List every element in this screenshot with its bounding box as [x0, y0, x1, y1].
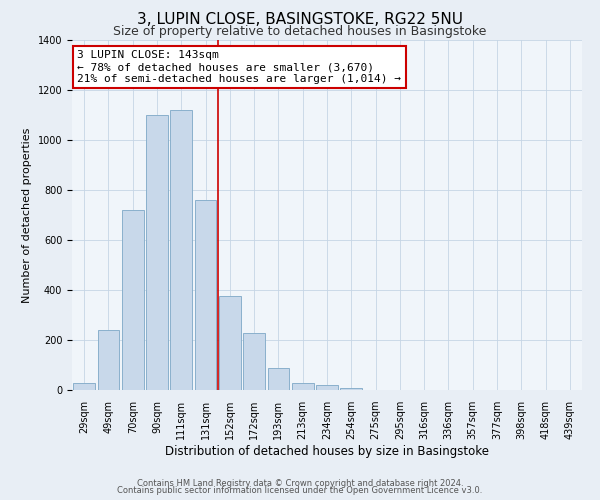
Text: 3 LUPIN CLOSE: 143sqm
← 78% of detached houses are smaller (3,670)
21% of semi-d: 3 LUPIN CLOSE: 143sqm ← 78% of detached … — [77, 50, 401, 84]
Y-axis label: Number of detached properties: Number of detached properties — [22, 128, 32, 302]
Text: Contains public sector information licensed under the Open Government Licence v3: Contains public sector information licen… — [118, 486, 482, 495]
Bar — [268, 368, 289, 390]
Bar — [243, 332, 265, 390]
Bar — [194, 200, 217, 390]
Bar — [73, 382, 95, 390]
Bar — [97, 330, 119, 390]
Bar — [170, 110, 192, 390]
X-axis label: Distribution of detached houses by size in Basingstoke: Distribution of detached houses by size … — [165, 445, 489, 458]
Text: Size of property relative to detached houses in Basingstoke: Size of property relative to detached ho… — [113, 25, 487, 38]
Bar — [340, 388, 362, 390]
Bar — [146, 115, 168, 390]
Bar — [122, 210, 143, 390]
Text: 3, LUPIN CLOSE, BASINGSTOKE, RG22 5NU: 3, LUPIN CLOSE, BASINGSTOKE, RG22 5NU — [137, 12, 463, 28]
Bar — [316, 385, 338, 390]
Text: Contains HM Land Registry data © Crown copyright and database right 2024.: Contains HM Land Registry data © Crown c… — [137, 478, 463, 488]
Bar — [219, 296, 241, 390]
Bar — [292, 382, 314, 390]
